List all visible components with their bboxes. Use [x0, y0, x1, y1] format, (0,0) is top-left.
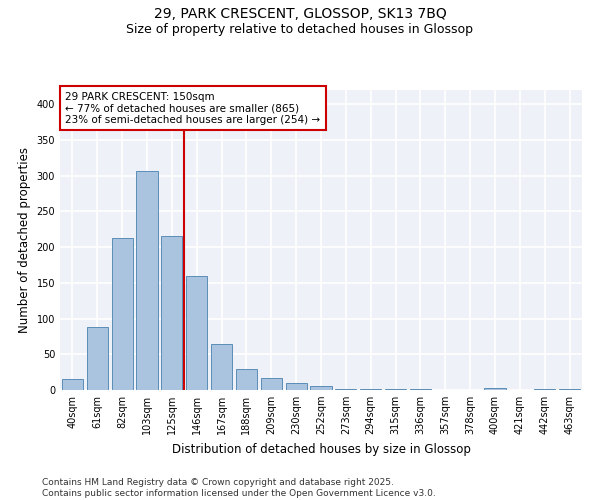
Bar [236, 368, 257, 390]
Bar [161, 236, 182, 390]
Bar [310, 386, 332, 390]
Text: Size of property relative to detached houses in Glossop: Size of property relative to detached ho… [127, 22, 473, 36]
Bar [62, 380, 83, 390]
Bar [286, 383, 307, 390]
Bar [559, 388, 580, 390]
Y-axis label: Number of detached properties: Number of detached properties [18, 147, 31, 333]
Bar [335, 388, 356, 390]
Bar [385, 388, 406, 390]
Text: 29 PARK CRESCENT: 150sqm
← 77% of detached houses are smaller (865)
23% of semi-: 29 PARK CRESCENT: 150sqm ← 77% of detach… [65, 92, 320, 124]
Bar [484, 388, 506, 390]
Bar [211, 344, 232, 390]
Text: 29, PARK CRESCENT, GLOSSOP, SK13 7BQ: 29, PARK CRESCENT, GLOSSOP, SK13 7BQ [154, 8, 446, 22]
Text: Distribution of detached houses by size in Glossop: Distribution of detached houses by size … [172, 442, 470, 456]
Bar [87, 327, 108, 390]
Bar [261, 378, 282, 390]
Bar [186, 276, 207, 390]
Bar [112, 238, 133, 390]
Bar [136, 172, 158, 390]
Text: Contains HM Land Registry data © Crown copyright and database right 2025.
Contai: Contains HM Land Registry data © Crown c… [42, 478, 436, 498]
